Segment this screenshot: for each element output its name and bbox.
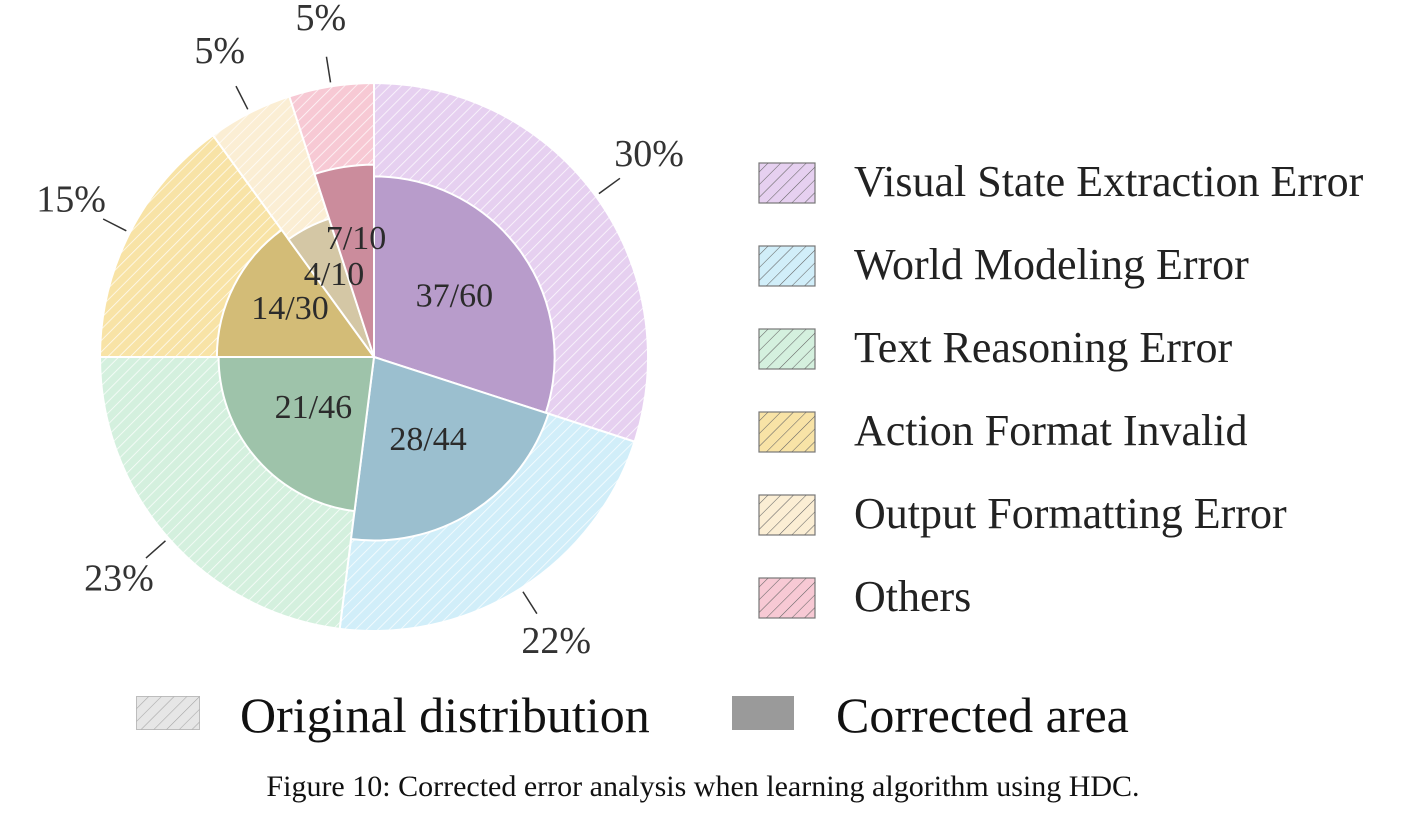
- original-distribution-label: Original distribution: [240, 687, 650, 743]
- legend-label-others: Others: [854, 572, 972, 621]
- leader-line-others: [325, 56, 332, 83]
- leader-line-output-formatting-error: [235, 85, 249, 110]
- corrected-label-world-modeling-error: 28/44: [389, 421, 466, 458]
- legend-label-world-modeling-error: World Modeling Error: [854, 240, 1249, 289]
- leader-line-world-modeling-error: [522, 591, 538, 615]
- legend-swatch-output-formatting-error: [758, 494, 816, 536]
- legend-item-action-format-invalid: Action Format Invalid: [758, 409, 1248, 453]
- corrected-slice-visual-state-extraction-error: [373, 175, 556, 415]
- percent-label-output-formatting-error: 5%: [194, 30, 245, 72]
- legend-item-output-formatting-error: Output Formatting Error: [758, 492, 1287, 536]
- legend-item-visual-state-extraction-error: Visual State Extraction Error: [758, 160, 1363, 204]
- corrected-label-text-reasoning-error: 21/46: [275, 389, 352, 426]
- original-distribution-swatch: [136, 696, 200, 730]
- corrected-label-others: 7/10: [326, 220, 386, 257]
- legend-label-action-format-invalid: Action Format Invalid: [854, 406, 1248, 455]
- corrected-slice-world-modeling-error: [349, 355, 550, 542]
- legend-swatch-visual-state-extraction-error: [758, 162, 816, 204]
- corrected-area-label: Corrected area: [836, 687, 1129, 743]
- corrected-slice-text-reasoning-error: [217, 356, 376, 513]
- legend-swatch-world-modeling-error: [758, 245, 816, 287]
- leader-line-text-reasoning-error: [145, 540, 166, 559]
- corrected-slice-action-format-invalid: [215, 228, 376, 358]
- legend-item-others: Others: [758, 575, 971, 619]
- leader-line-visual-state-extraction-error: [598, 177, 621, 195]
- legend-label-text-reasoning-error: Text Reasoning Error: [854, 323, 1233, 372]
- percent-label-action-format-invalid: 15%: [36, 178, 106, 220]
- percent-label-visual-state-extraction-error: 30%: [614, 133, 684, 175]
- percent-label-world-modeling-error: 22%: [521, 620, 591, 662]
- corrected-slice-others: [313, 163, 375, 358]
- figure-caption: Figure 10: Corrected error analysis when…: [266, 770, 1140, 803]
- legend-swatch-text-reasoning-error: [758, 328, 816, 370]
- legend-label-output-formatting-error: Output Formatting Error: [854, 489, 1287, 538]
- legend-label-visual-state-extraction-error: Visual State Extraction Error: [854, 157, 1364, 206]
- corrected-area-swatch: [732, 696, 794, 730]
- legend-item-text-reasoning-error: Text Reasoning Error: [758, 326, 1232, 370]
- leader-line-action-format-invalid: [102, 218, 127, 232]
- legend-swatch-action-format-invalid: [758, 411, 816, 453]
- corrected-label-output-formatting-error: 4/10: [304, 256, 364, 293]
- corrected-label-action-format-invalid: 14/30: [251, 290, 328, 327]
- percent-label-others: 5%: [295, 0, 346, 39]
- legend-item-world-modeling-error: World Modeling Error: [758, 243, 1249, 287]
- corrected-label-visual-state-extraction-error: 37/60: [416, 277, 493, 314]
- legend-swatch-others: [758, 577, 816, 619]
- series-legend: Original distribution Corrected area: [136, 690, 1236, 740]
- pie-chart: 37/60 28/44 21/46 14/304/107/10 30% 22% 23% 15%…: [36, 0, 684, 662]
- percent-label-text-reasoning-error: 23%: [84, 558, 154, 600]
